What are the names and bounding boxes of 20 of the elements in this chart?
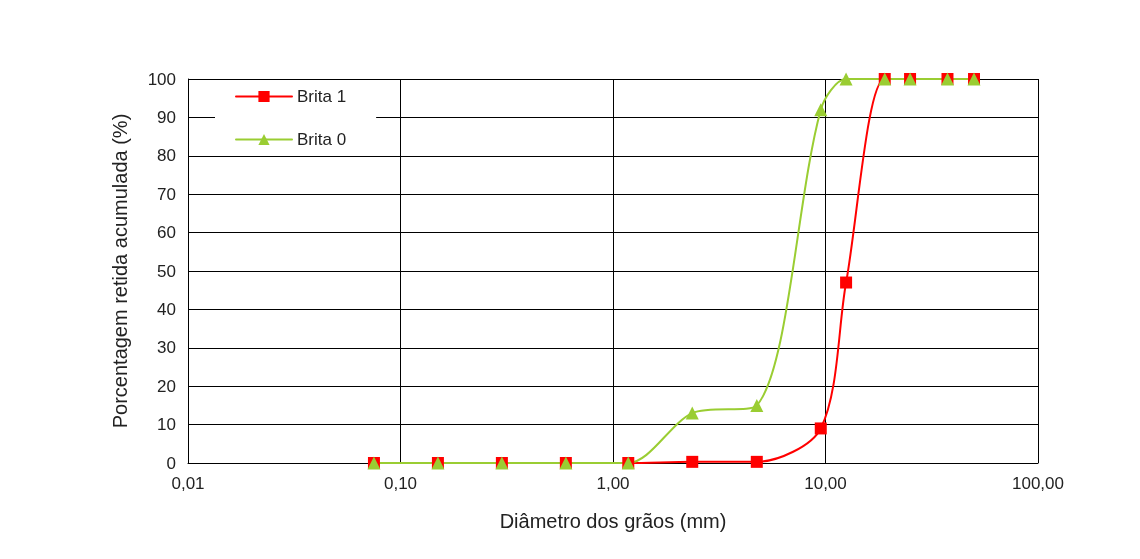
y-tick-label: 80 xyxy=(157,146,176,166)
y-tick-label: 20 xyxy=(157,376,176,396)
y-tick-label: 30 xyxy=(157,338,176,358)
y-axis-title: Porcentagem retida acumulada (%) xyxy=(109,113,131,429)
y-tick-label: 50 xyxy=(157,261,176,281)
y-tick-label: 70 xyxy=(157,184,176,204)
y-tick-label: 10 xyxy=(157,415,176,435)
y-tick-label: 0 xyxy=(166,453,176,473)
y-tick-label: 60 xyxy=(157,223,176,243)
legend-label: Brita 0 xyxy=(297,130,347,149)
x-tick-label: 100,00 xyxy=(1012,474,1064,493)
y-tick-label: 100 xyxy=(147,69,176,89)
x-tick-label: 1,00 xyxy=(596,474,630,493)
legend-label: Brita 1 xyxy=(297,87,347,106)
x-axis-title: Diâmetro dos grãos (mm) xyxy=(499,510,727,532)
x-tick-label: 0,10 xyxy=(383,474,418,493)
y-tick-label: 90 xyxy=(157,107,176,127)
y-tick-label: 40 xyxy=(157,299,176,319)
x-tick-label: 10,00 xyxy=(804,474,847,493)
x-tick-label: 0,01 xyxy=(171,474,205,493)
